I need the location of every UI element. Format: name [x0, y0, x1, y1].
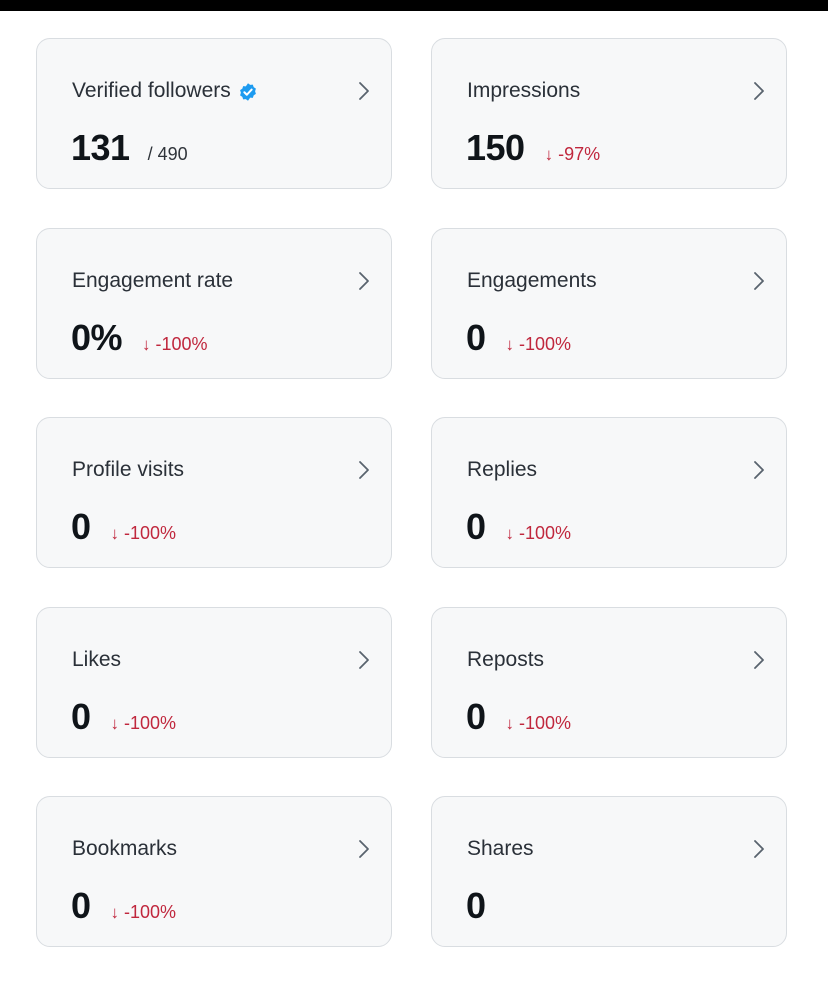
- delta-value: -100%: [155, 334, 208, 354]
- down-arrow-icon: ↓: [110, 524, 120, 543]
- card-engagements[interactable]: Engagements 0 ↓ -100%: [431, 228, 787, 379]
- metric-delta: ↓ -100%: [111, 713, 177, 734]
- chevron-right-icon: [754, 840, 764, 858]
- metric-value: 0: [71, 696, 91, 737]
- card-title: Verified followers: [72, 79, 258, 103]
- chevron-right-icon: [359, 272, 369, 290]
- delta-value: -100%: [124, 713, 177, 733]
- chevron-right-icon: [754, 272, 764, 290]
- card-title: Replies: [467, 458, 538, 481]
- metric-value-row: 0% ↓ -100%: [71, 317, 208, 359]
- chevron-right-icon: [359, 82, 369, 100]
- metric-value-row: 0 ↓ -100%: [71, 506, 176, 548]
- card-title: Reposts: [467, 648, 545, 671]
- card-engagement-rate[interactable]: Engagement rate 0% ↓ -100%: [36, 228, 392, 379]
- metric-value: 0%: [71, 317, 123, 358]
- card-title: Shares: [467, 837, 534, 860]
- down-arrow-icon: ↓: [110, 714, 120, 733]
- chevron-right-icon: [359, 651, 369, 669]
- metric-value-row: 131 / 490: [71, 127, 188, 169]
- delta-value: -100%: [519, 334, 572, 354]
- metric-delta: ↓ -97%: [545, 144, 601, 165]
- metric-value-row: 150 ↓ -97%: [466, 127, 600, 169]
- metric-delta: ↓ -100%: [111, 902, 177, 923]
- card-shares[interactable]: Shares 0: [431, 796, 787, 947]
- chevron-right-icon: [754, 651, 764, 669]
- metric-total: / 490: [147, 144, 188, 164]
- card-impressions[interactable]: Impressions 150 ↓ -97%: [431, 38, 787, 189]
- down-arrow-icon: ↓: [110, 903, 120, 922]
- chevron-right-icon: [754, 82, 764, 100]
- metric-value: 0: [71, 506, 91, 547]
- card-title: Likes: [72, 648, 122, 671]
- card-title: Bookmarks: [72, 837, 178, 860]
- top-status-bar: [0, 0, 828, 11]
- card-bookmarks[interactable]: Bookmarks 0 ↓ -100%: [36, 796, 392, 947]
- chevron-right-icon: [754, 461, 764, 479]
- metric-value: 131: [71, 127, 130, 168]
- delta-value: -97%: [558, 144, 601, 164]
- card-reposts[interactable]: Reposts 0 ↓ -100%: [431, 607, 787, 758]
- delta-value: -100%: [124, 902, 177, 922]
- metric-value-row: 0: [466, 885, 486, 927]
- metric-value: 0: [466, 506, 486, 547]
- metric-delta: ↓ -100%: [506, 334, 572, 355]
- down-arrow-icon: ↓: [142, 335, 151, 354]
- card-title: Profile visits: [72, 458, 185, 481]
- delta-value: -100%: [124, 523, 177, 543]
- metric-value-row: 0 ↓ -100%: [466, 317, 571, 359]
- metric-value: 0: [466, 696, 486, 737]
- card-title-label: Verified followers: [72, 79, 231, 102]
- metric-value: 0: [466, 317, 486, 358]
- metric-delta: ↓ -100%: [111, 523, 177, 544]
- chevron-right-icon: [359, 461, 369, 479]
- card-likes[interactable]: Likes 0 ↓ -100%: [36, 607, 392, 758]
- down-arrow-icon: ↓: [544, 145, 554, 164]
- metric-value: 0: [466, 885, 486, 926]
- card-title: Engagements: [467, 269, 597, 292]
- card-verified-followers[interactable]: Verified followers 131 / 490: [36, 38, 392, 189]
- metric-delta: ↓ -100%: [142, 334, 208, 355]
- metric-value-row: 0 ↓ -100%: [466, 506, 571, 548]
- card-title: Impressions: [467, 79, 581, 102]
- metric-delta: ↓ -100%: [506, 523, 572, 544]
- down-arrow-icon: ↓: [505, 714, 515, 733]
- down-arrow-icon: ↓: [505, 524, 515, 543]
- verified-badge-icon: [238, 82, 258, 102]
- metric-delta: ↓ -100%: [506, 713, 572, 734]
- metric-value-row: 0 ↓ -100%: [71, 885, 176, 927]
- delta-value: -100%: [519, 523, 572, 543]
- delta-value: -100%: [519, 713, 572, 733]
- metric-value: 0: [71, 885, 91, 926]
- card-replies[interactable]: Replies 0 ↓ -100%: [431, 417, 787, 568]
- card-profile-visits[interactable]: Profile visits 0 ↓ -100%: [36, 417, 392, 568]
- metric-value: 150: [466, 127, 525, 168]
- chevron-right-icon: [359, 840, 369, 858]
- card-title: Engagement rate: [72, 269, 234, 292]
- metric-value-row: 0 ↓ -100%: [466, 696, 571, 738]
- down-arrow-icon: ↓: [505, 335, 515, 354]
- metric-value-row: 0 ↓ -100%: [71, 696, 176, 738]
